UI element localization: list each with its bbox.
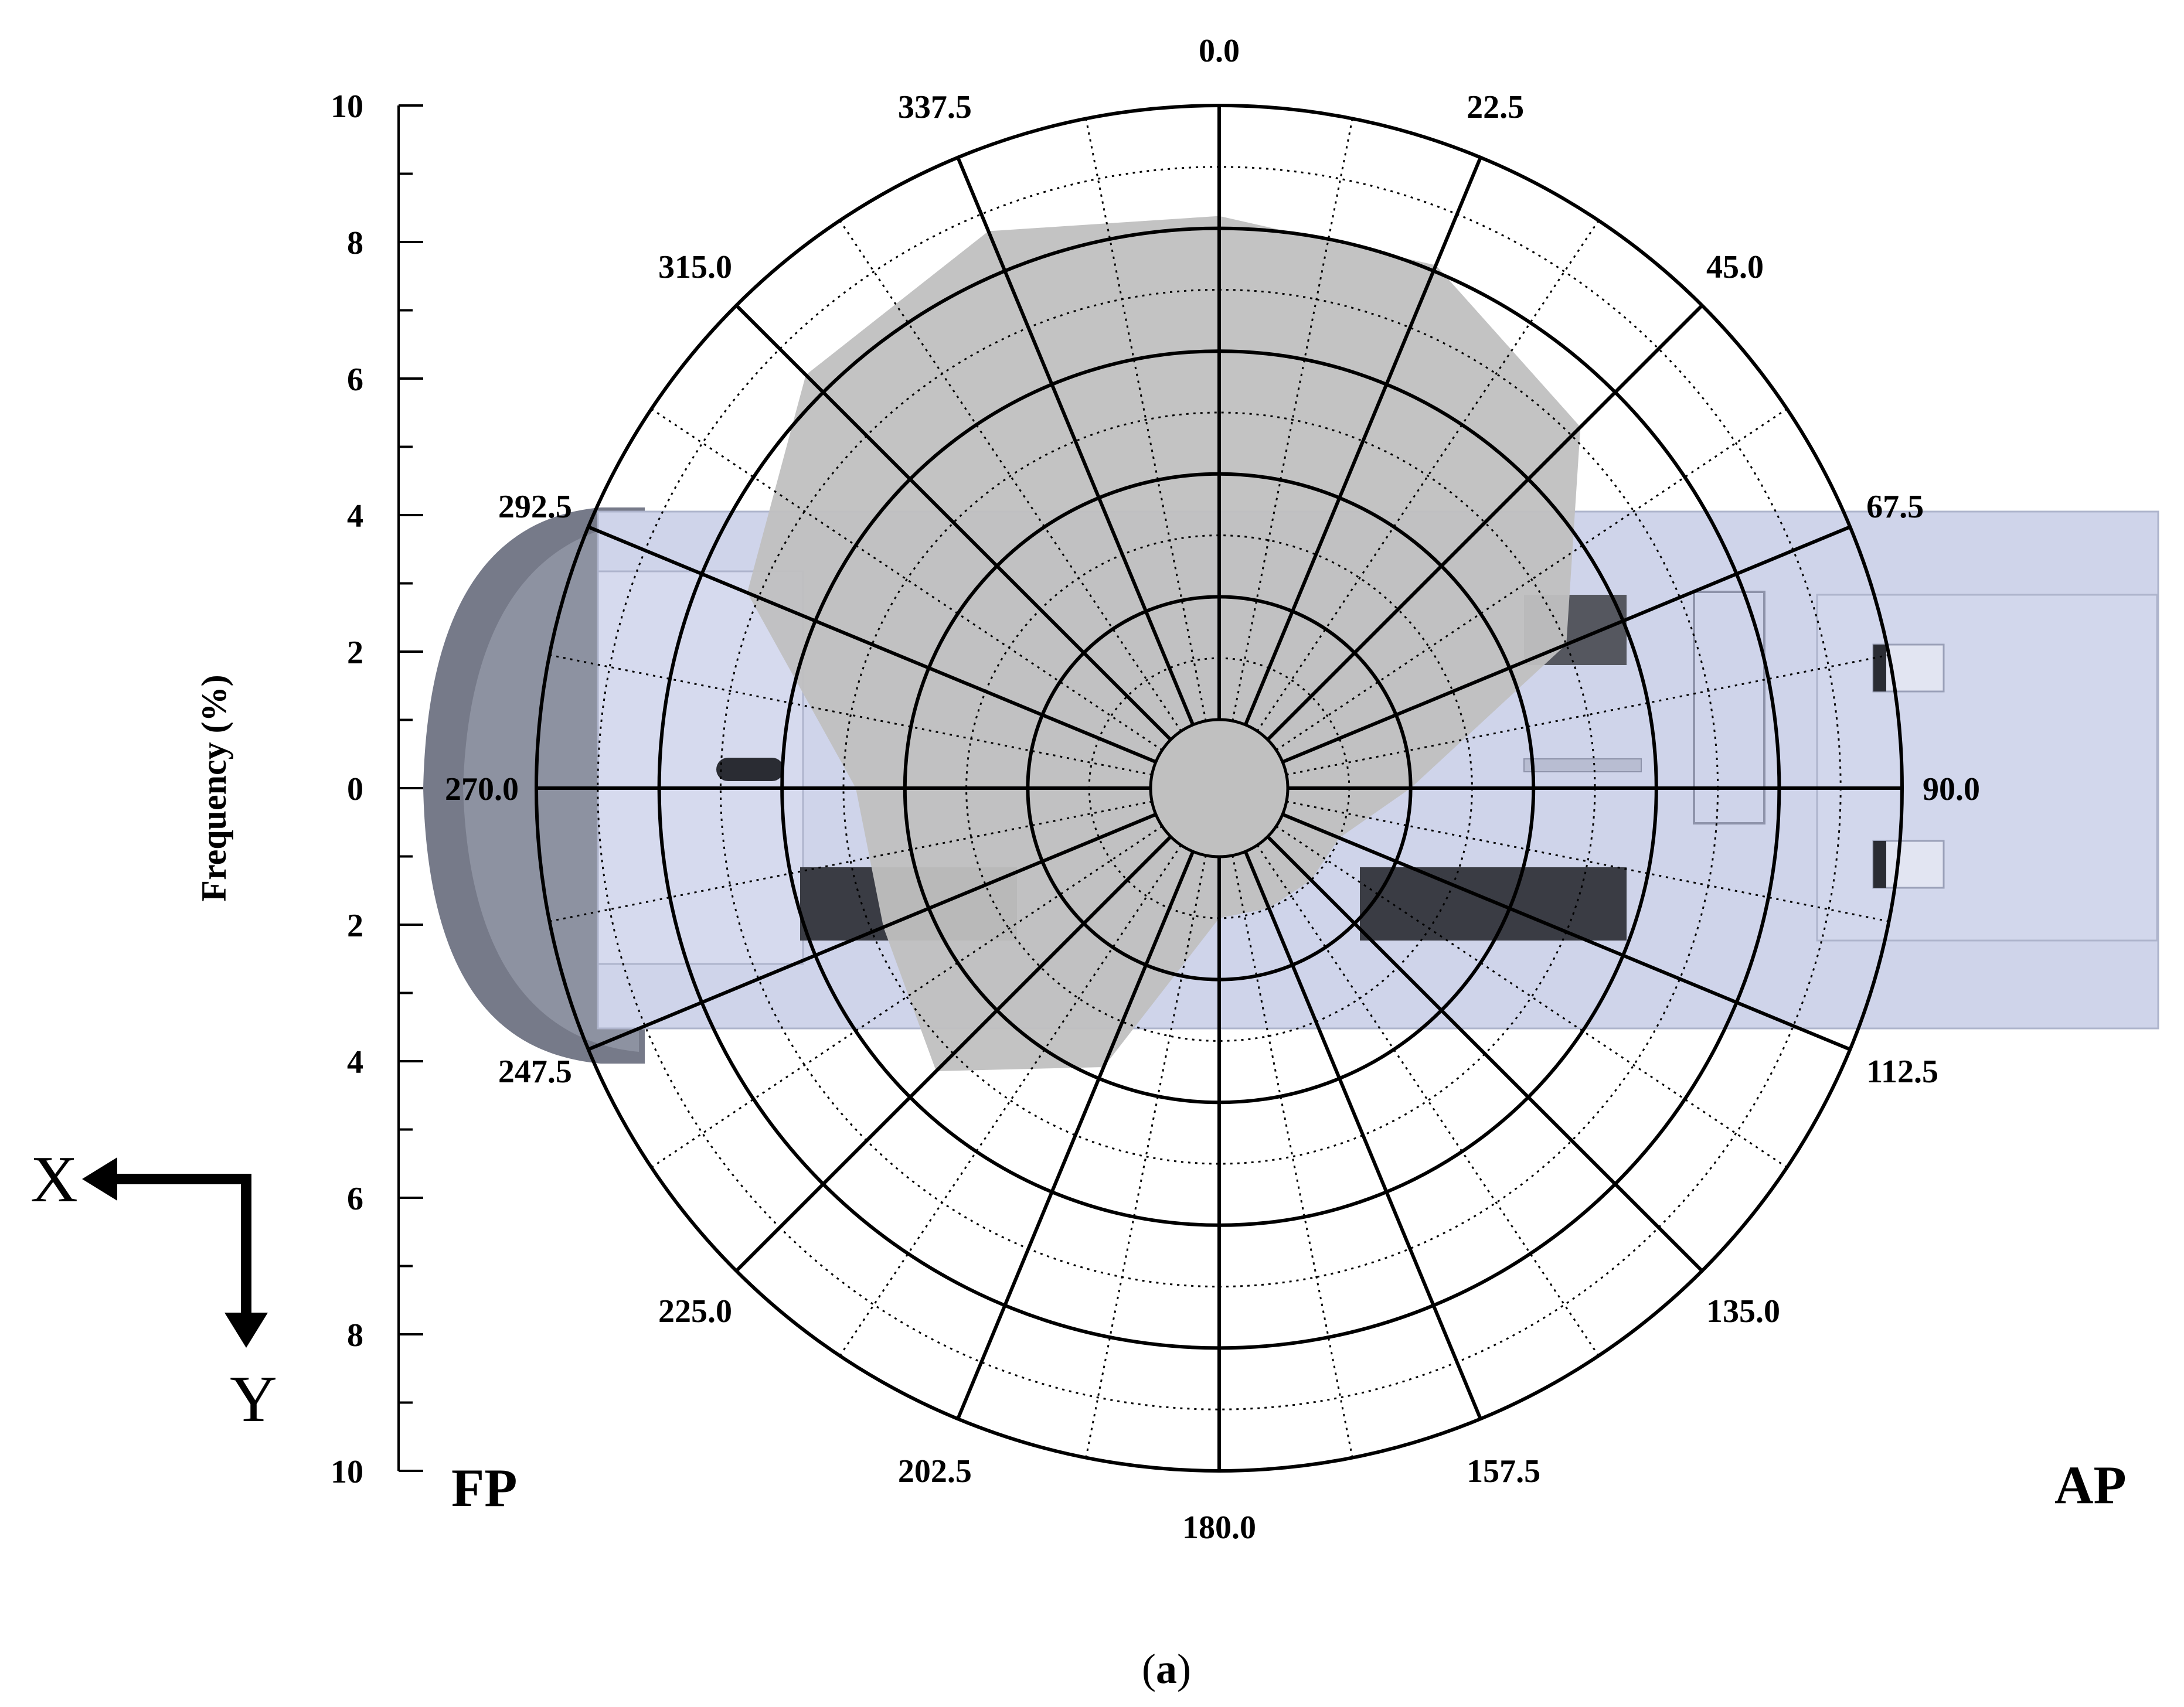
direction-label: 22.5 (1467, 89, 1524, 125)
direction-label: 157.5 (1467, 1453, 1540, 1490)
direction-label: 67.5 (1866, 489, 1924, 525)
direction-label: 270.0 (445, 771, 519, 807)
vehicle-window-left (716, 758, 784, 781)
direction-spoke (735, 304, 1172, 741)
vehicle-frame (1693, 591, 1765, 824)
figure-caption: (a) (1142, 1645, 1191, 1692)
y-tick-label: 0 (347, 771, 363, 807)
coordinate-axes: X Y (30, 1143, 277, 1436)
center-hub (1149, 718, 1290, 858)
direction-label: 90.0 (1923, 771, 1980, 807)
y-axis-label: Frequency (%) (195, 674, 233, 901)
vehicle-lamp-lower-dark (1873, 841, 1886, 888)
direction-spoke (587, 813, 1157, 1051)
y-axis-letter: Y (230, 1363, 277, 1436)
direction-label: 45.0 (1706, 249, 1764, 285)
y-tick-label: 4 (347, 498, 363, 534)
direction-label: 315.0 (658, 249, 732, 285)
direction-spoke (735, 835, 1172, 1272)
direction-label: 225.0 (658, 1293, 732, 1330)
direction-label: 292.5 (498, 489, 572, 525)
direction-spoke (1281, 525, 1851, 764)
polar-plot: 0.0 22.5 45.0 67.5 90.0 112.5 135.0 157.5 180.0 2… (445, 33, 1980, 1546)
frequency-axis: 10 8 6 4 2 0 2 4 6 8 10 (331, 88, 423, 1490)
y-tick-label: 6 (347, 1181, 363, 1217)
direction-spoke (1244, 156, 1482, 726)
y-tick-label: 8 (347, 1317, 363, 1354)
y-tick-label: 2 (347, 908, 363, 944)
y-tick-label: 6 (347, 362, 363, 398)
direction-spoke (956, 156, 1195, 726)
direction-spoke (587, 525, 1157, 764)
direction-label: 112.5 (1866, 1054, 1938, 1090)
x-axis-letter: X (30, 1143, 78, 1216)
fp-label: FP (451, 1458, 517, 1518)
direction-label: 135.0 (1706, 1293, 1780, 1330)
vehicle-lamp-upper-dark (1873, 645, 1886, 691)
y-arrow-head (224, 1313, 268, 1348)
x-arrow-head (82, 1157, 117, 1201)
y-tick-label: 10 (331, 88, 363, 125)
direction-spoke (1266, 304, 1703, 741)
direction-spoke (1281, 813, 1851, 1051)
direction-label: 247.5 (498, 1054, 572, 1090)
vehicle-dark-panel-right (1360, 867, 1627, 941)
direction-spoke (1266, 835, 1703, 1272)
y-tick-label: 8 (347, 225, 363, 261)
vehicle-rod (1523, 758, 1642, 772)
direction-label: 0.0 (1199, 33, 1240, 69)
caption-letter: a (1156, 1645, 1177, 1692)
caption-open: ( (1142, 1645, 1156, 1692)
direction-label: 337.5 (898, 89, 972, 125)
y-tick-label: 10 (331, 1454, 363, 1490)
direction-spoke (956, 850, 1195, 1420)
data-area (747, 216, 1581, 1071)
direction-spoke (1244, 850, 1482, 1420)
y-tick-label: 4 (347, 1044, 363, 1081)
vehicle-rear-box (1816, 594, 2158, 942)
ap-label: AP (2054, 1455, 2127, 1515)
direction-label: 202.5 (898, 1453, 972, 1490)
direction-label: 180.0 (1182, 1510, 1256, 1546)
caption-close: ) (1177, 1645, 1191, 1692)
y-tick-label: 2 (347, 635, 363, 671)
